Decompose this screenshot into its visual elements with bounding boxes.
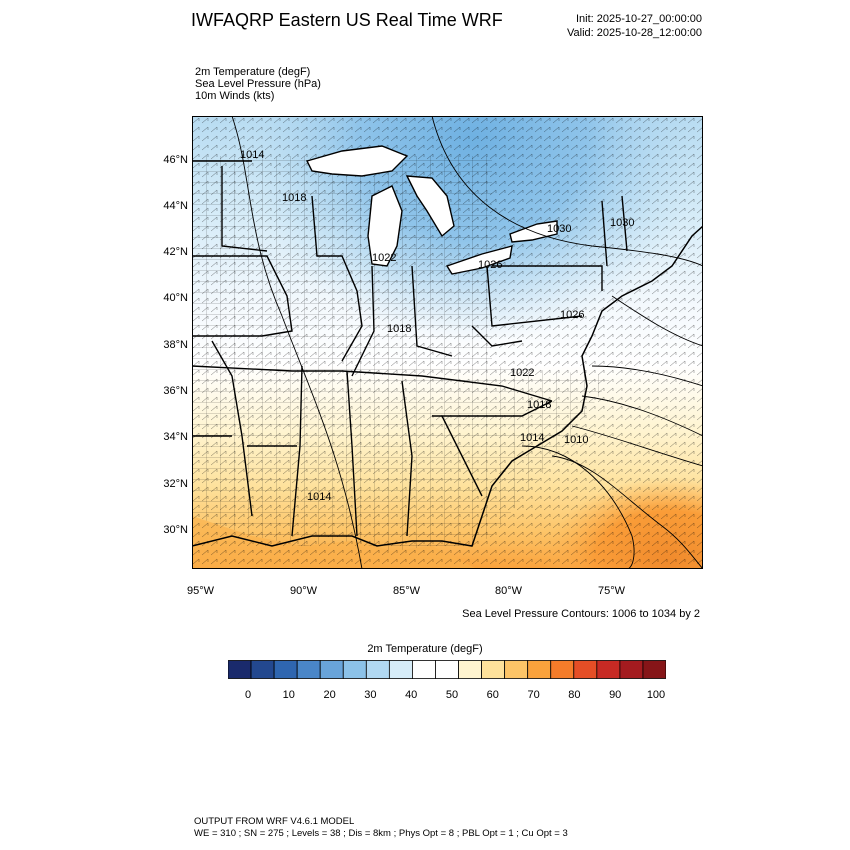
colorbar-tick-label: 40 <box>405 689 418 701</box>
colorbar-swatch <box>550 660 575 679</box>
colorbar-tick-label: 10 <box>282 689 295 701</box>
isobar-label: 1018 <box>282 192 306 204</box>
isobar-label: 1018 <box>527 399 551 411</box>
lon-label: 85°W <box>393 585 421 597</box>
lat-label: 30°N <box>163 524 188 536</box>
lon-label: 75°W <box>598 585 626 597</box>
colorbar-swatch <box>365 660 390 679</box>
colorbar-title: 2m Temperature (degF) <box>367 643 483 655</box>
lat-label: 36°N <box>163 385 188 397</box>
lat-label: 46°N <box>163 154 188 166</box>
variable-pressure: Sea Level Pressure (hPa) <box>195 78 321 90</box>
isobar-label: 1018 <box>387 323 411 335</box>
lon-label: 90°W <box>290 585 318 597</box>
lon-label: 80°W <box>495 585 523 597</box>
colorbar-tick-label: 20 <box>323 689 336 701</box>
isobar-label: 1014 <box>240 149 264 161</box>
init-time: Init: 2025-10-27_00:00:00 <box>576 13 702 25</box>
contour-note: Sea Level Pressure Contours: 1006 to 103… <box>462 608 700 620</box>
isobar-labels: 1014 1018 1022 1026 1030 1030 1018 1026 … <box>240 149 634 503</box>
colorbar-swatch <box>227 660 252 679</box>
isobar-label: 1026 <box>478 259 502 271</box>
lat-label: 38°N <box>163 339 188 351</box>
colorbar-swatch <box>619 660 644 679</box>
isobar-label: 1026 <box>560 309 584 321</box>
isobar-label: 1030 <box>610 217 634 229</box>
weather-map: 1014 1018 1022 1026 1030 1030 1018 1026 … <box>192 116 703 569</box>
colorbar-swatch <box>527 660 552 679</box>
colorbar-tick-label: 90 <box>609 689 622 701</box>
colorbar-tick-label: 30 <box>364 689 377 701</box>
lat-label: 34°N <box>163 431 188 443</box>
colorbar-tick-label: 0 <box>244 689 252 701</box>
colorbar-tick-label: 100 <box>646 689 666 701</box>
colorbar-swatch <box>412 660 436 679</box>
colorbar-swatch <box>573 660 598 679</box>
valid-time: Valid: 2025-10-28_12:00:00 <box>567 27 702 39</box>
great-lakes <box>305 145 558 275</box>
lat-label: 42°N <box>163 246 188 258</box>
isobars <box>231 116 703 569</box>
lat-label: 40°N <box>163 292 188 304</box>
footer-config: WE = 310 ; SN = 275 ; Levels = 38 ; Dis … <box>194 828 568 839</box>
wind-barbs <box>192 116 703 569</box>
colorbar-swatch <box>319 660 344 679</box>
colorbar-swatch <box>296 660 321 679</box>
variable-temperature: 2m Temperature (degF) <box>195 66 311 78</box>
colorbar-tick-label: 70 <box>527 689 540 701</box>
state-borders <box>192 160 628 537</box>
colorbar-tick-label: 80 <box>568 689 581 701</box>
colorbar-swatch <box>642 660 667 679</box>
isobar-label: 1030 <box>547 223 571 235</box>
variable-winds: 10m Winds (kts) <box>195 90 275 102</box>
isobar-label: 1022 <box>510 367 534 379</box>
colorbar-swatch <box>250 660 275 679</box>
isobar-label: 1014 <box>520 432 544 444</box>
colorbar-swatch <box>481 660 506 679</box>
colorbar-swatch <box>388 660 413 679</box>
colorbar-swatch <box>273 660 298 679</box>
colorbar-swatch <box>504 660 529 679</box>
colorbar-swatch <box>596 660 621 679</box>
colorbar-tick-label: 50 <box>445 689 459 701</box>
isobar-label: 1014 <box>307 491 331 503</box>
lat-label: 32°N <box>163 478 188 490</box>
lat-label: 44°N <box>163 200 188 212</box>
isobar-label: 1010 <box>564 434 588 446</box>
colorbar-swatch <box>342 660 367 679</box>
chart-title: IWFAQRP Eastern US Real Time WRF <box>191 10 503 30</box>
colorbar-tick-label: 60 <box>486 689 499 701</box>
footer-model: OUTPUT FROM WRF V4.6.1 MODEL <box>194 816 355 827</box>
lon-label: 95°W <box>187 585 215 597</box>
colorbar-swatch <box>435 660 459 679</box>
colorbar-swatch <box>458 660 482 679</box>
isobar-label: 1022 <box>372 252 396 264</box>
colorbar <box>227 660 667 685</box>
coastline <box>192 225 703 547</box>
